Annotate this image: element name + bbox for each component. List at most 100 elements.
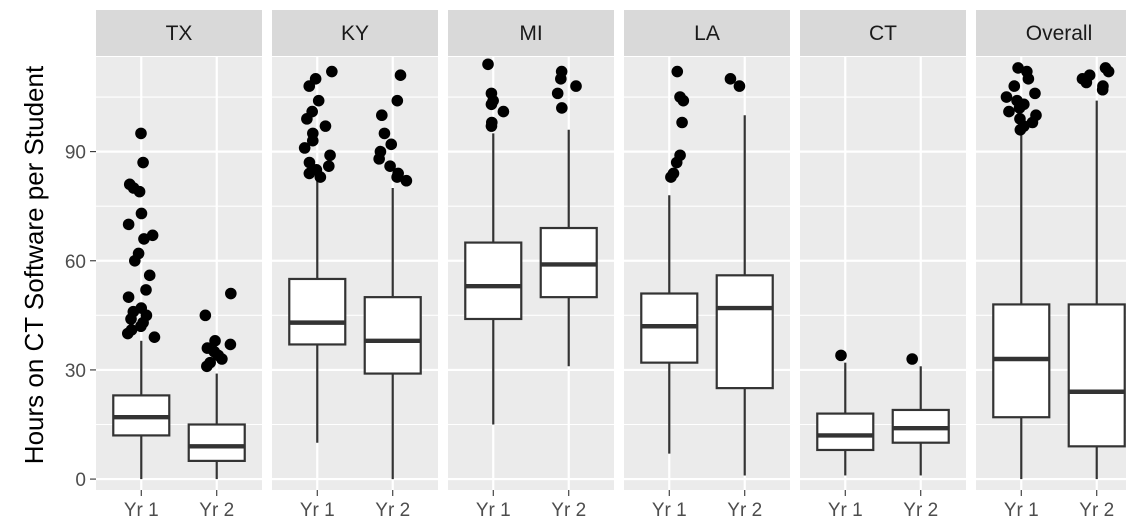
- boxplot-yr2: [187, 287, 246, 480]
- iqr-box: [1067, 303, 1126, 448]
- x-tick-label: Yr 1: [652, 500, 687, 521]
- outlier-point: [835, 349, 847, 362]
- y-tick-label: 30: [65, 361, 86, 382]
- outlier-point: [303, 80, 316, 92]
- outlier-point: [556, 102, 568, 114]
- facet-strip-label: Overall: [1026, 22, 1093, 45]
- facet-strip-background: [272, 10, 438, 56]
- outlier-point: [485, 98, 498, 111]
- iqr-box: [187, 423, 246, 462]
- outlier-point: [373, 153, 385, 165]
- boxplot-yr2: [363, 69, 422, 480]
- x-tick-label: Yr 1: [828, 500, 863, 521]
- outlier-point: [148, 331, 161, 343]
- outlier-point: [135, 127, 147, 140]
- outlier-point: [314, 171, 327, 183]
- x-tick-label: Yr 2: [551, 500, 586, 521]
- outlier-point: [1014, 123, 1027, 136]
- outlier-point: [385, 138, 398, 151]
- boxplot-yr1: [992, 62, 1051, 480]
- outlier-point: [482, 58, 494, 71]
- facet-strip-background: [976, 10, 1126, 56]
- outlier-point: [1012, 62, 1024, 74]
- outlier-point: [570, 80, 582, 92]
- outlier-point: [122, 218, 135, 231]
- outlier-point: [225, 287, 237, 300]
- panel-background: [624, 57, 790, 490]
- outlier-point: [378, 127, 391, 140]
- outlier-point: [1003, 105, 1015, 118]
- iqr-box: [464, 241, 523, 321]
- outlier-point: [724, 73, 737, 85]
- outlier-point: [1029, 87, 1041, 100]
- outlier-point: [216, 353, 228, 365]
- boxplot-yr1: [464, 58, 523, 425]
- outlier-point: [394, 69, 407, 81]
- boxplot-yr2: [539, 65, 598, 367]
- x-tick-label: Yr 2: [375, 500, 410, 521]
- facet-strip-background: [624, 10, 790, 56]
- x-tick-label: Yr 2: [199, 500, 234, 521]
- outlier-point: [129, 254, 141, 267]
- outlier-point: [301, 113, 313, 125]
- outlier-point: [303, 167, 316, 180]
- outlier-point: [133, 185, 146, 198]
- outlier-point: [497, 105, 510, 118]
- facet-panel-overall: Overall Yr 1 Yr 2: [976, 10, 1126, 521]
- outlier-point: [224, 338, 237, 351]
- y-tick-label: 0: [75, 470, 86, 491]
- iqr-box: [715, 274, 774, 390]
- boxplot-yr1: [816, 349, 875, 476]
- facet-strip-label: TX: [166, 22, 193, 45]
- outlier-point: [376, 109, 388, 122]
- facet-strip-background: [448, 10, 614, 56]
- boxplot-yr2: [715, 73, 774, 476]
- outlier-point: [199, 309, 212, 322]
- outlier-point: [326, 65, 338, 78]
- iqr-box: [288, 277, 347, 346]
- facet-strip-background: [96, 10, 262, 56]
- outlier-point: [1080, 76, 1093, 89]
- outlier-point: [201, 360, 213, 373]
- y-tick-label: 90: [65, 143, 86, 164]
- facet-strip-label: KY: [341, 22, 369, 45]
- outlier-point: [324, 149, 336, 162]
- outlier-point: [138, 233, 150, 245]
- outlier-point: [209, 335, 221, 347]
- outlier-point: [1022, 73, 1035, 85]
- outlier-point: [665, 171, 677, 183]
- outlier-point: [551, 87, 564, 100]
- facet-panel-tx: TX Yr 1 Yr 2: [96, 10, 262, 521]
- x-tick-label: Yr 2: [903, 500, 938, 521]
- iqr-box: [816, 412, 875, 452]
- outlier-point: [125, 313, 137, 325]
- outlier-point: [485, 120, 498, 132]
- facet-panel-ct: CT Yr 1 Yr 2: [800, 10, 966, 521]
- outlier-point: [143, 269, 156, 282]
- facet-strip-label: LA: [694, 22, 720, 45]
- outlier-point: [146, 229, 159, 242]
- boxplot-yr1: [640, 65, 699, 454]
- x-tick-label: Yr 1: [124, 500, 159, 521]
- outlier-point: [306, 134, 319, 147]
- outlier-point: [312, 94, 325, 107]
- x-tick-label: Yr 1: [1004, 500, 1039, 521]
- panel-background: [272, 57, 438, 490]
- outlier-point: [1000, 91, 1013, 103]
- outlier-point: [140, 284, 152, 296]
- outlier-point: [391, 171, 403, 183]
- outlier-point: [322, 160, 335, 172]
- facet-strip-label: MI: [519, 22, 542, 45]
- y-axis-title: Hours on CT Software per Student: [19, 65, 49, 464]
- outlier-point: [121, 327, 134, 340]
- outlier-point: [733, 80, 746, 92]
- boxplot-yr2: [891, 353, 950, 476]
- outlier-point: [135, 207, 148, 220]
- y-axis: 0 30 60 90: [65, 143, 96, 491]
- x-tick-label: Yr 1: [300, 500, 335, 521]
- facet-panel-la: LA Yr 1 Yr 2: [624, 10, 790, 521]
- outlier-point: [677, 94, 690, 107]
- boxplot-yr1: [112, 127, 171, 480]
- outlier-point: [906, 353, 918, 365]
